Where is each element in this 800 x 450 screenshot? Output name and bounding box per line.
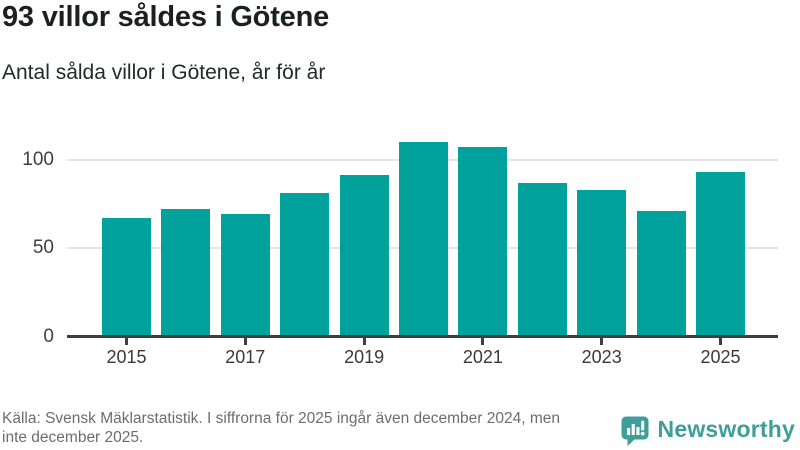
x-axis-tick xyxy=(125,338,128,345)
page-title: 93 villor såldes i Götene xyxy=(2,1,330,33)
source-note-line2: inte december 2025. xyxy=(2,428,144,446)
bar xyxy=(458,147,508,337)
x-axis-tick xyxy=(481,338,485,345)
y-axis-tick-label: 50 xyxy=(32,237,54,258)
x-axis-baseline xyxy=(67,335,778,338)
newsworthy-chart-bubble-icon xyxy=(620,415,650,447)
page-subtitle: Antal sålda villor i Götene, år för år xyxy=(2,61,326,84)
bar xyxy=(220,214,270,337)
x-axis-tick xyxy=(362,338,366,345)
x-axis-tick xyxy=(600,338,604,345)
x-axis-tick-label: 2023 xyxy=(581,346,622,367)
source-note-line1: Källa: Svensk Mäklarstatistik. I siffror… xyxy=(2,410,560,427)
x-axis-tick-label: 2015 xyxy=(106,346,147,367)
x-axis-tick-label: 2017 xyxy=(225,346,266,367)
source-note: Källa: Svensk Mäklarstatistik. I siffror… xyxy=(2,410,638,448)
bar xyxy=(636,210,686,337)
bar xyxy=(280,193,330,337)
x-axis-tick xyxy=(243,338,247,345)
x-axis-tick-label: 2019 xyxy=(344,346,385,367)
x-axis-tick-label: 2021 xyxy=(462,346,503,367)
bar xyxy=(102,217,151,337)
x-axis-tick-label: 2025 xyxy=(700,346,741,367)
y-axis-tick-label: 100 xyxy=(22,148,54,170)
y-axis-tick-label: 0 xyxy=(43,325,54,347)
x-axis-tick xyxy=(719,338,722,345)
bar xyxy=(517,182,567,337)
bar xyxy=(339,175,389,337)
bar xyxy=(399,141,448,337)
bar xyxy=(577,189,627,337)
newsworthy-logo: Newsworthy xyxy=(620,415,795,447)
bar xyxy=(696,171,745,337)
bar xyxy=(161,209,211,337)
newsworthy-wordmark: Newsworthy xyxy=(657,416,795,442)
